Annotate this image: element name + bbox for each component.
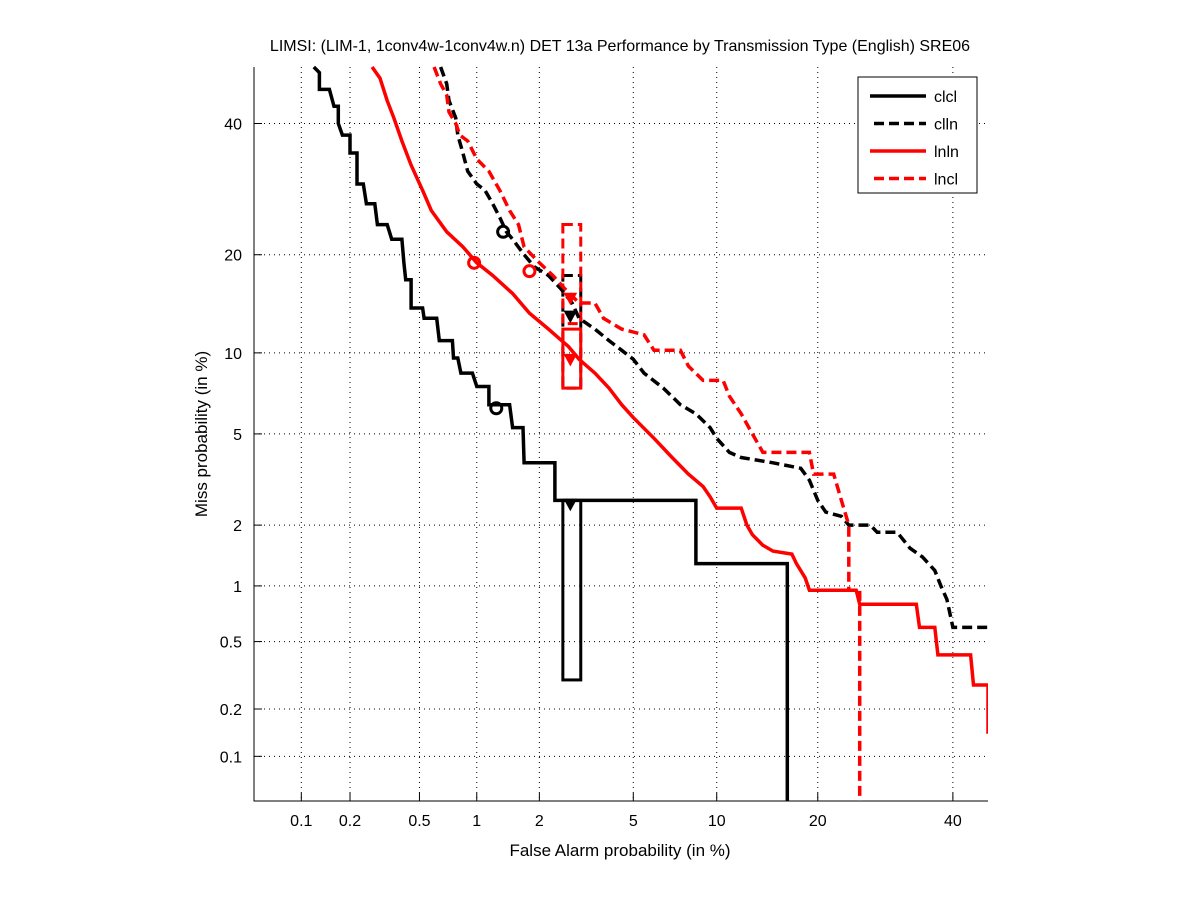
x-tick-label: 5 bbox=[629, 813, 638, 830]
y-tick-label: 0.2 bbox=[220, 702, 242, 719]
min-dcf-point-clln bbox=[563, 310, 578, 324]
legend-label-lnln: lnln bbox=[934, 144, 959, 161]
operating-point-lnln bbox=[467, 255, 482, 270]
x-tick-label: 0.2 bbox=[339, 813, 361, 830]
y-axis-ticks: 0.1 0.2 0.5 1 2 5 10 20 40 bbox=[220, 117, 262, 766]
y-tick-label: 5 bbox=[233, 427, 242, 444]
confidence-box-lncl bbox=[561, 223, 583, 326]
operating-point-clcl bbox=[489, 401, 504, 416]
min-dcf-point-lnln bbox=[563, 353, 578, 367]
y-tick-label: 2 bbox=[233, 518, 242, 535]
y-tick-label: 40 bbox=[224, 117, 242, 134]
x-tick-label: 0.1 bbox=[290, 813, 312, 830]
x-axis-label: False Alarm probability (in %) bbox=[509, 841, 730, 860]
legend-label-clcl: clcl bbox=[934, 89, 957, 106]
series-line-lnln bbox=[370, 65, 988, 734]
y-tick-label: 0.1 bbox=[220, 749, 242, 766]
legend-label-lncl: lncl bbox=[934, 172, 958, 189]
min-dcf-point-clcl bbox=[563, 498, 578, 512]
x-tick-label: 20 bbox=[809, 813, 827, 830]
y-tick-label: 1 bbox=[233, 579, 242, 596]
series-group bbox=[312, 65, 988, 801]
x-tick-label: 2 bbox=[535, 813, 544, 830]
x-tick-label: 10 bbox=[708, 813, 726, 830]
legend-label-clln: clln bbox=[934, 117, 958, 134]
y-tick-label: 0.5 bbox=[220, 635, 242, 652]
y-tick-label: 20 bbox=[224, 248, 242, 265]
x-tick-label: 40 bbox=[944, 813, 962, 830]
y-axis-label: Miss probability (in %) bbox=[192, 351, 211, 517]
x-tick-label: 1 bbox=[472, 813, 481, 830]
min-dcf-point-lncl bbox=[563, 292, 578, 306]
series-line-clcl bbox=[312, 65, 790, 801]
operating-point-lncl bbox=[522, 264, 537, 279]
series-line-clln bbox=[438, 66, 988, 630]
operating-point-clln bbox=[496, 224, 511, 239]
chart-title: LIMSI: (LIM-1, 1conv4w-1conv4w.n) DET 13… bbox=[270, 38, 970, 55]
x-tick-label: 0.5 bbox=[408, 813, 430, 830]
x-axis-ticks: 0.1 0.2 0.5 1 2 5 10 20 40 bbox=[290, 793, 962, 830]
y-tick-label: 10 bbox=[224, 346, 242, 363]
series-line-lncl bbox=[432, 66, 862, 801]
legend: clcl clln lnln lncl bbox=[857, 76, 978, 194]
